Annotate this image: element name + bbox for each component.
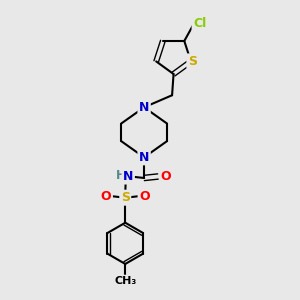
- Text: S: S: [121, 191, 130, 204]
- Text: S: S: [188, 55, 197, 68]
- Text: O: O: [139, 190, 150, 203]
- Text: N: N: [139, 151, 149, 164]
- Text: N: N: [123, 170, 134, 183]
- Text: O: O: [160, 170, 171, 183]
- Text: H: H: [116, 169, 125, 182]
- Text: CH₃: CH₃: [114, 276, 136, 286]
- Text: N: N: [139, 101, 149, 114]
- Text: Cl: Cl: [193, 17, 206, 30]
- Text: O: O: [101, 190, 111, 203]
